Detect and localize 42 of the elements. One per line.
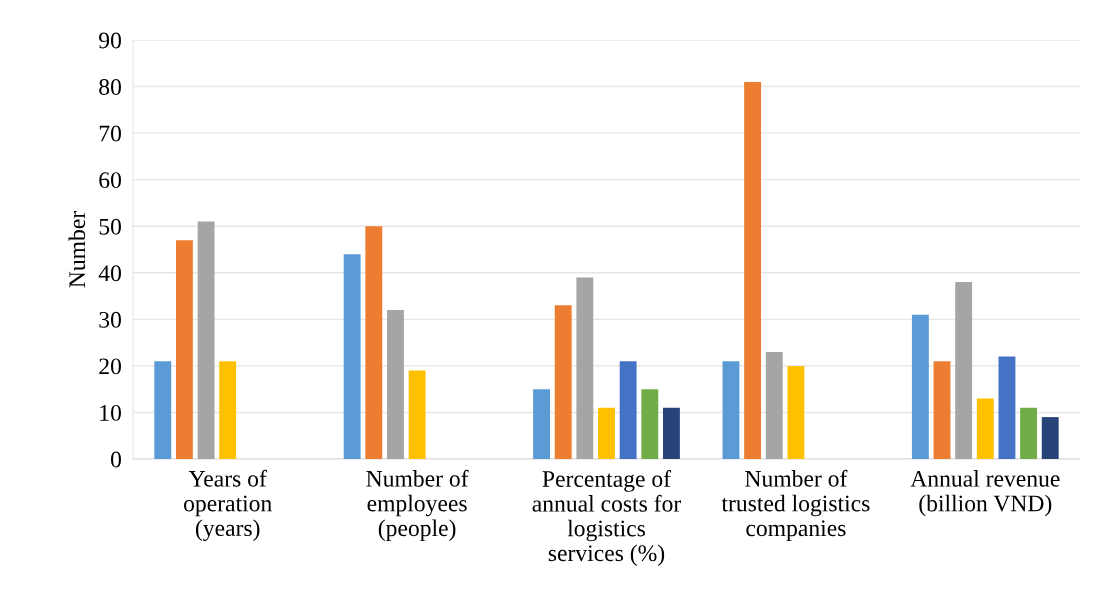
bar	[619, 361, 637, 459]
bar	[175, 240, 193, 459]
bar	[1041, 417, 1059, 459]
x-tick-label: Number of employees (people)	[366, 469, 469, 541]
bar	[387, 310, 404, 459]
bar	[911, 314, 929, 459]
bar	[933, 361, 951, 459]
x-tick-label: Number of trusted logistics companies	[721, 469, 870, 541]
bar	[722, 361, 740, 459]
y-tick-label: 30	[99, 311, 121, 328]
x-tick-label: Percentage of annual costs for logistics services (%)	[532, 470, 682, 566]
bar	[365, 226, 383, 459]
y-tick-label: 90	[99, 32, 121, 49]
bar	[197, 221, 215, 459]
x-tick-label: Years of operation (years)	[184, 469, 272, 541]
bar	[554, 305, 572, 459]
bar	[533, 389, 550, 459]
bar	[787, 365, 805, 459]
y-tick-label: 10	[100, 404, 121, 421]
y-tick-label: 0	[110, 451, 121, 468]
bar	[154, 361, 172, 459]
x-tick-label: Annual revenue (billion VND)	[910, 470, 1060, 517]
bar	[1020, 407, 1038, 459]
bar	[998, 356, 1016, 459]
y-tick-label: 60	[99, 172, 121, 189]
bar	[641, 389, 659, 459]
y-tick-label: 70	[99, 125, 121, 142]
bar	[744, 81, 762, 459]
y-tick-label: 40	[98, 265, 121, 282]
y-tick-label: 20	[99, 358, 121, 375]
bar	[976, 398, 994, 459]
bar	[955, 282, 973, 459]
y-tick-label: 50	[99, 218, 121, 235]
y-tick-label: 80	[99, 79, 121, 95]
bar	[576, 277, 594, 459]
bar	[663, 407, 680, 459]
bar	[408, 370, 426, 459]
bar	[219, 361, 237, 459]
bar	[765, 351, 783, 459]
bar	[598, 407, 615, 459]
y-axis-title: Number	[68, 211, 86, 288]
bar	[343, 254, 361, 459]
